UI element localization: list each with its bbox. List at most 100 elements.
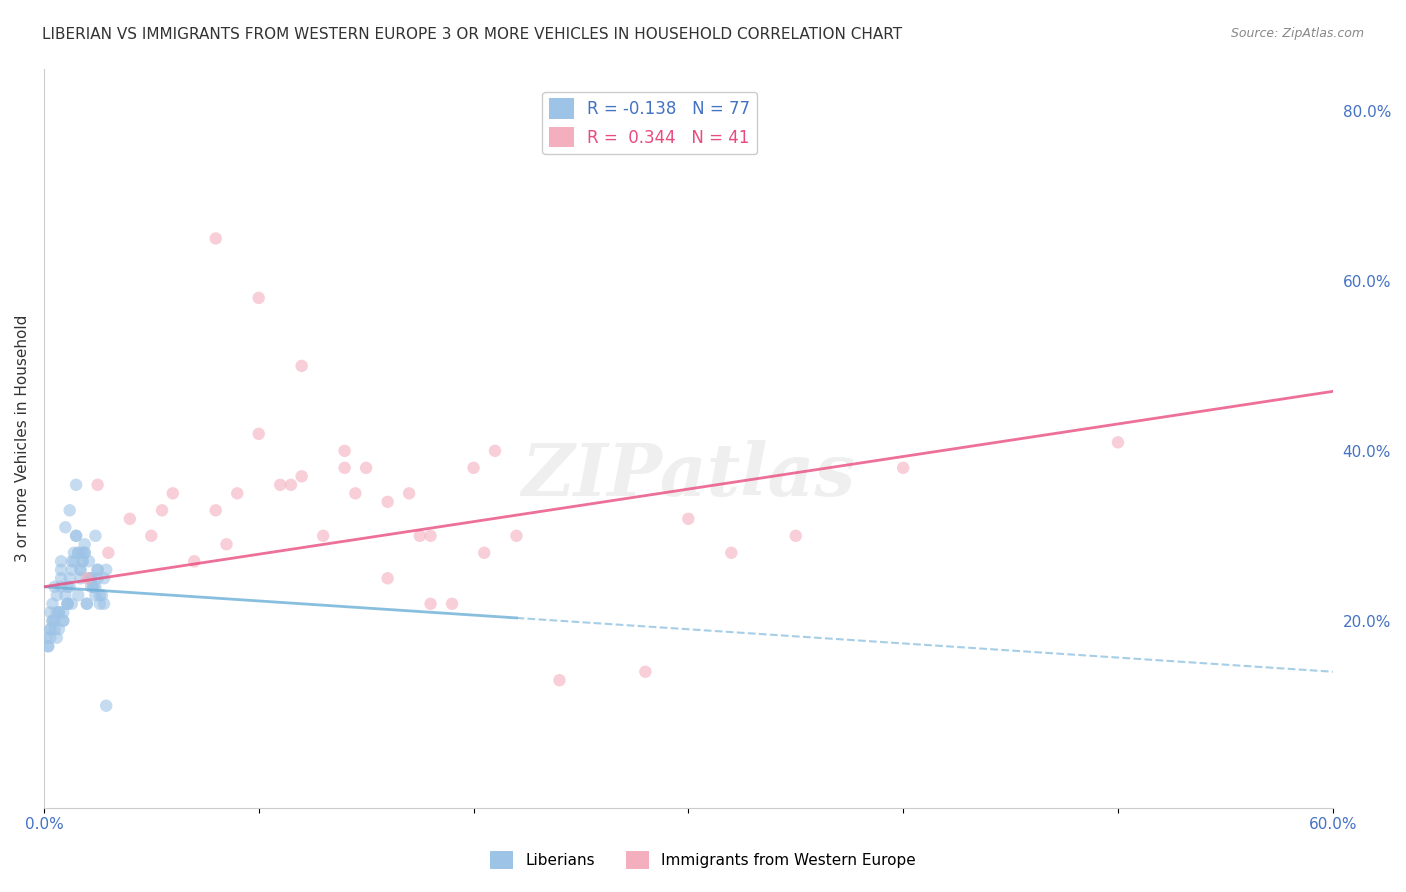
Point — [548, 673, 571, 688]
Point — [49, 571, 72, 585]
Point — [69, 571, 91, 585]
Point — [37, 639, 59, 653]
Point — [73, 546, 96, 560]
Point — [48, 622, 70, 636]
Point — [204, 503, 226, 517]
Point — [204, 231, 226, 245]
Point — [39, 605, 62, 619]
Point — [90, 588, 112, 602]
Point — [67, 546, 90, 560]
Point — [472, 546, 495, 560]
Point — [44, 622, 66, 636]
Text: ZIPatlas: ZIPatlas — [522, 440, 855, 510]
Point — [291, 359, 314, 373]
Point — [89, 597, 111, 611]
Point — [398, 486, 420, 500]
Point — [37, 639, 59, 653]
Point — [45, 605, 67, 619]
Point — [56, 597, 79, 611]
Point — [63, 546, 86, 560]
Point — [59, 571, 82, 585]
Point — [39, 622, 62, 636]
Point — [80, 571, 103, 585]
Point — [44, 614, 66, 628]
Point — [39, 631, 62, 645]
Point — [67, 588, 90, 602]
Point — [247, 291, 270, 305]
Point — [52, 614, 75, 628]
Point — [183, 554, 205, 568]
Point — [86, 563, 108, 577]
Point — [377, 571, 399, 585]
Point — [291, 469, 314, 483]
Point — [344, 486, 367, 500]
Point — [41, 614, 63, 628]
Point — [96, 698, 118, 713]
Point — [441, 597, 464, 611]
Legend: Liberians, Immigrants from Western Europe: Liberians, Immigrants from Western Europ… — [484, 845, 922, 875]
Point — [56, 580, 79, 594]
Point — [77, 571, 100, 585]
Point — [312, 529, 335, 543]
Point — [41, 614, 63, 628]
Point — [76, 571, 98, 585]
Point — [377, 495, 399, 509]
Point — [60, 597, 83, 611]
Point — [48, 605, 70, 619]
Point — [720, 546, 742, 560]
Point — [333, 443, 356, 458]
Point — [84, 588, 107, 602]
Point — [69, 563, 91, 577]
Text: Source: ZipAtlas.com: Source: ZipAtlas.com — [1230, 27, 1364, 40]
Point — [80, 580, 103, 594]
Point — [409, 529, 432, 543]
Text: LIBERIAN VS IMMIGRANTS FROM WESTERN EUROPE 3 OR MORE VEHICLES IN HOUSEHOLD CORRE: LIBERIAN VS IMMIGRANTS FROM WESTERN EURO… — [42, 27, 903, 42]
Point — [39, 622, 62, 636]
Point — [215, 537, 238, 551]
Point — [118, 512, 141, 526]
Point — [65, 529, 87, 543]
Point — [484, 443, 506, 458]
Point — [63, 554, 86, 568]
Point — [93, 571, 115, 585]
Point — [76, 597, 98, 611]
Point — [86, 571, 108, 585]
Point — [80, 571, 103, 585]
Point — [419, 597, 441, 611]
Point — [35, 631, 58, 645]
Point — [48, 605, 70, 619]
Point — [82, 580, 104, 594]
Point — [49, 554, 72, 568]
Point — [77, 554, 100, 568]
Point — [72, 554, 94, 568]
Point — [52, 605, 75, 619]
Point — [84, 529, 107, 543]
Point — [97, 546, 120, 560]
Point — [56, 597, 79, 611]
Point — [69, 563, 91, 577]
Point — [89, 588, 111, 602]
Point — [56, 597, 79, 611]
Point — [269, 478, 291, 492]
Point — [60, 554, 83, 568]
Point — [49, 563, 72, 577]
Point — [226, 486, 249, 500]
Point — [84, 580, 107, 594]
Point — [247, 426, 270, 441]
Point — [72, 554, 94, 568]
Y-axis label: 3 or more Vehicles in Household: 3 or more Vehicles in Household — [15, 314, 30, 562]
Point — [419, 529, 441, 543]
Point — [678, 512, 700, 526]
Point — [141, 529, 163, 543]
Point — [60, 563, 83, 577]
Point — [86, 478, 108, 492]
Point — [44, 580, 66, 594]
Point — [41, 597, 63, 611]
Point — [45, 588, 67, 602]
Point — [93, 597, 115, 611]
Point — [52, 614, 75, 628]
Legend: R = -0.138   N = 77, R =  0.344   N = 41: R = -0.138 N = 77, R = 0.344 N = 41 — [543, 92, 756, 154]
Point — [1107, 435, 1129, 450]
Point — [463, 460, 485, 475]
Point — [53, 520, 76, 534]
